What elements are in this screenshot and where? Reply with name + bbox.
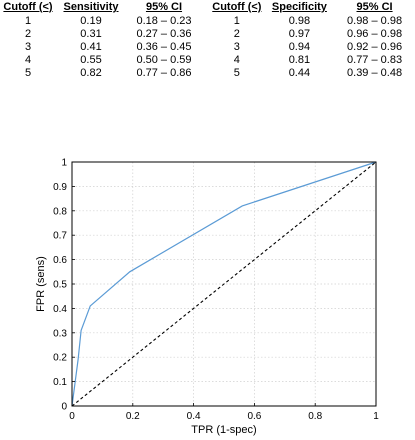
table-cell: 0.19 (80, 14, 102, 27)
table-row: 2 0.97 0.96 – 0.98 (209, 27, 415, 40)
table-cell: 5 (233, 66, 240, 79)
table-cell: 0.92 – 0.96 (347, 40, 403, 53)
y-tick-label: 0.7 (53, 231, 67, 242)
y-tick-label: 0 (61, 402, 67, 413)
table-cell: 0.77 – 0.83 (347, 53, 403, 66)
table-cell: 0.97 (288, 27, 311, 40)
column-header: Cutoff (<) (3, 1, 53, 13)
column-header: 95% CI (145, 1, 183, 13)
table-row: 1 0.98 0.98 – 0.98 (209, 14, 415, 27)
table-cell: 0.27 – 0.36 (136, 27, 192, 40)
table-cell: 0.96 – 0.98 (347, 27, 403, 40)
header-row: Cutoff (<) Sensitivity 95% CI (0, 0, 202, 14)
chance-diagonal-line (71, 161, 377, 407)
table-cell: 4 (24, 53, 32, 66)
column-header: Specificity (271, 1, 327, 13)
table-cell: 3 (24, 40, 32, 53)
table-cell: 0.81 (288, 53, 311, 66)
table-row: 5 0.82 0.77 – 0.86 (0, 66, 202, 79)
table-cell: 1 (233, 14, 240, 27)
x-tick-label: 0.2 (126, 411, 140, 422)
column-header: Sensitivity (63, 1, 119, 13)
header-row: Cutoff (<) Specificity 95% CI (209, 0, 415, 14)
chart-series (71, 161, 377, 407)
specificity-table: Cutoff (<) Specificity 95% CI 1 0.98 0.98 – 0… (209, 0, 415, 79)
roc-curve-line (71, 161, 377, 407)
table-cell: 2 (24, 27, 32, 40)
x-axis-label: TPR (1-spec) (191, 424, 256, 436)
table-row: 3 0.41 0.36 – 0.45 (0, 40, 202, 53)
sensitivity-table: Cutoff (<) Sensitivity 95% CI 1 0.19 0.18 – 0… (0, 0, 202, 79)
table-cell: 0.50 – 0.59 (136, 53, 192, 66)
y-tick-label: 0.5 (53, 280, 67, 291)
x-tick-label: 1 (373, 411, 379, 422)
table-row: 5 0.44 0.39 – 0.48 (209, 66, 415, 79)
y-tick-label: 0.2 (53, 353, 67, 364)
y-tick-label: 0.6 (53, 255, 67, 266)
table-cell: 0.82 (80, 66, 102, 79)
table-row: 1 0.19 0.18 – 0.23 (0, 14, 202, 27)
x-tick-label: 0 (69, 411, 75, 422)
table-row: 2 0.31 0.27 – 0.36 (0, 27, 202, 40)
x-tick-label: 0.6 (247, 411, 261, 422)
axis-ticks: 0 0.2 0.4 0.6 0.8 1 0 0.1 0.2 0.3 0.4 0.5 0.6 0.7 0.8 0… (53, 158, 379, 423)
table-cell: 4 (233, 53, 240, 66)
table-cell: 0.31 (80, 27, 102, 40)
table-cell: 0.18 – 0.23 (136, 14, 192, 27)
y-tick-label: 0.8 (53, 206, 67, 217)
y-tick-label: 0.4 (53, 304, 67, 315)
table-cell: 0.98 (288, 14, 311, 27)
roc-chart: 0 0.2 0.4 0.6 0.8 1 0 0.1 0.2 0.3 0.4 0.5 0.6 0.7 0.8 0… (35, 158, 379, 437)
y-tick-label: 0.1 (53, 377, 67, 388)
table-cell: 1 (24, 14, 32, 27)
table-cell: 2 (233, 27, 240, 40)
table-cell: 0.41 (80, 40, 102, 53)
table-cell: 0.94 (288, 40, 311, 53)
table-row: 4 0.81 0.77 – 0.83 (209, 53, 415, 66)
cutoff-tables: Cutoff (<) Sensitivity 95% CI 1 0.19 0.18 – 0… (0, 0, 415, 80)
y-tick-label: 0.9 (53, 182, 67, 193)
table-cell: 0.44 (288, 66, 311, 79)
y-tick-label: 1 (61, 158, 67, 169)
table-cell: 0.55 (80, 53, 102, 66)
table-cell: 0.77 – 0.86 (136, 66, 192, 79)
table-cell: 0.36 – 0.45 (136, 40, 192, 53)
x-tick-label: 0.4 (187, 411, 201, 422)
column-header: 95% CI (356, 1, 393, 13)
table-row: 4 0.55 0.50 – 0.59 (0, 53, 202, 66)
y-axis-label: FPR (sens) (35, 256, 47, 312)
table-row: 3 0.94 0.92 – 0.96 (209, 40, 415, 53)
table-cell: 0.98 – 0.98 (347, 14, 403, 27)
x-tick-label: 0.8 (308, 411, 322, 422)
table-cell: 0.39 – 0.48 (347, 66, 403, 79)
table-cell: 5 (24, 66, 32, 79)
y-tick-label: 0.3 (53, 328, 67, 339)
table-cell: 3 (233, 40, 240, 53)
column-header: Cutoff (<) (212, 1, 262, 13)
